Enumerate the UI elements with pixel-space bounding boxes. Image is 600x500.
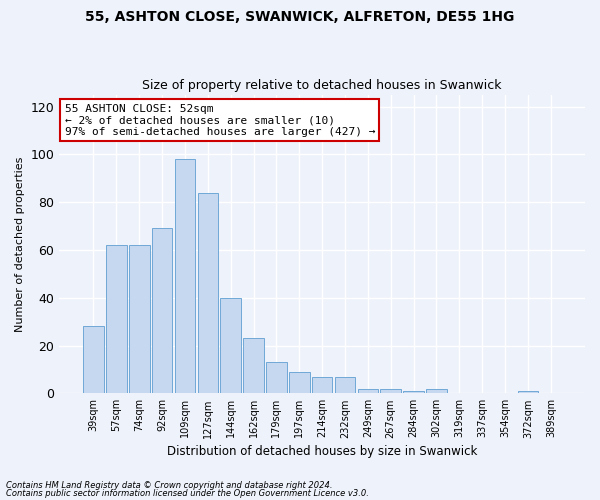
Text: 55 ASHTON CLOSE: 52sqm
← 2% of detached houses are smaller (10)
97% of semi-deta: 55 ASHTON CLOSE: 52sqm ← 2% of detached … (65, 104, 375, 136)
Bar (312, 376, 332, 394)
Bar (243, 338, 264, 394)
Bar (403, 391, 424, 394)
Bar (518, 391, 538, 394)
Bar (289, 372, 310, 394)
Bar (129, 245, 149, 394)
Bar (426, 388, 447, 394)
X-axis label: Distribution of detached houses by size in Swanwick: Distribution of detached houses by size … (167, 444, 478, 458)
Bar (175, 159, 195, 394)
Bar (220, 298, 241, 394)
Bar (106, 245, 127, 394)
Text: Contains public sector information licensed under the Open Government Licence v3: Contains public sector information licen… (6, 488, 369, 498)
Text: 55, ASHTON CLOSE, SWANWICK, ALFRETON, DE55 1HG: 55, ASHTON CLOSE, SWANWICK, ALFRETON, DE… (85, 10, 515, 24)
Y-axis label: Number of detached properties: Number of detached properties (15, 156, 25, 332)
Bar (197, 192, 218, 394)
Title: Size of property relative to detached houses in Swanwick: Size of property relative to detached ho… (142, 79, 502, 92)
Text: Contains HM Land Registry data © Crown copyright and database right 2024.: Contains HM Land Registry data © Crown c… (6, 481, 332, 490)
Bar (380, 388, 401, 394)
Bar (152, 228, 172, 394)
Bar (266, 362, 287, 394)
Bar (83, 326, 104, 394)
Bar (335, 376, 355, 394)
Bar (358, 388, 378, 394)
